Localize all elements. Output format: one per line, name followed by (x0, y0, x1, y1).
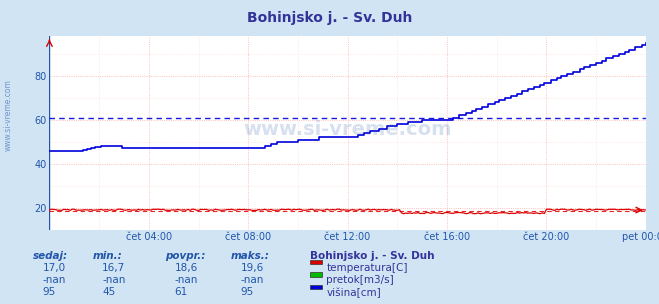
Text: 19,6: 19,6 (241, 263, 264, 273)
Bar (310, 260, 322, 264)
Text: -nan: -nan (43, 275, 66, 285)
Text: -nan: -nan (175, 275, 198, 285)
Text: -nan: -nan (241, 275, 264, 285)
Text: višina[cm]: višina[cm] (326, 287, 381, 298)
Text: min.:: min.: (92, 251, 122, 261)
Text: temperatura[C]: temperatura[C] (326, 263, 408, 273)
Text: pretok[m3/s]: pretok[m3/s] (326, 275, 394, 285)
Text: Bohinjsko j. - Sv. Duh: Bohinjsko j. - Sv. Duh (247, 11, 412, 25)
Bar (310, 272, 322, 277)
Text: 17,0: 17,0 (43, 263, 66, 273)
Text: sedaj:: sedaj: (33, 251, 68, 261)
Text: povpr.:: povpr.: (165, 251, 205, 261)
Text: -nan: -nan (102, 275, 125, 285)
Text: www.si-vreme.com: www.si-vreme.com (3, 80, 13, 151)
Bar (310, 285, 322, 289)
Text: maks.:: maks.: (231, 251, 270, 261)
Text: 95: 95 (43, 287, 56, 297)
Text: 95: 95 (241, 287, 254, 297)
Text: www.si-vreme.com: www.si-vreme.com (243, 120, 452, 139)
Text: 16,7: 16,7 (102, 263, 125, 273)
Text: 61: 61 (175, 287, 188, 297)
Text: 45: 45 (102, 287, 115, 297)
Text: Bohinjsko j. - Sv. Duh: Bohinjsko j. - Sv. Duh (310, 251, 434, 261)
Text: 18,6: 18,6 (175, 263, 198, 273)
